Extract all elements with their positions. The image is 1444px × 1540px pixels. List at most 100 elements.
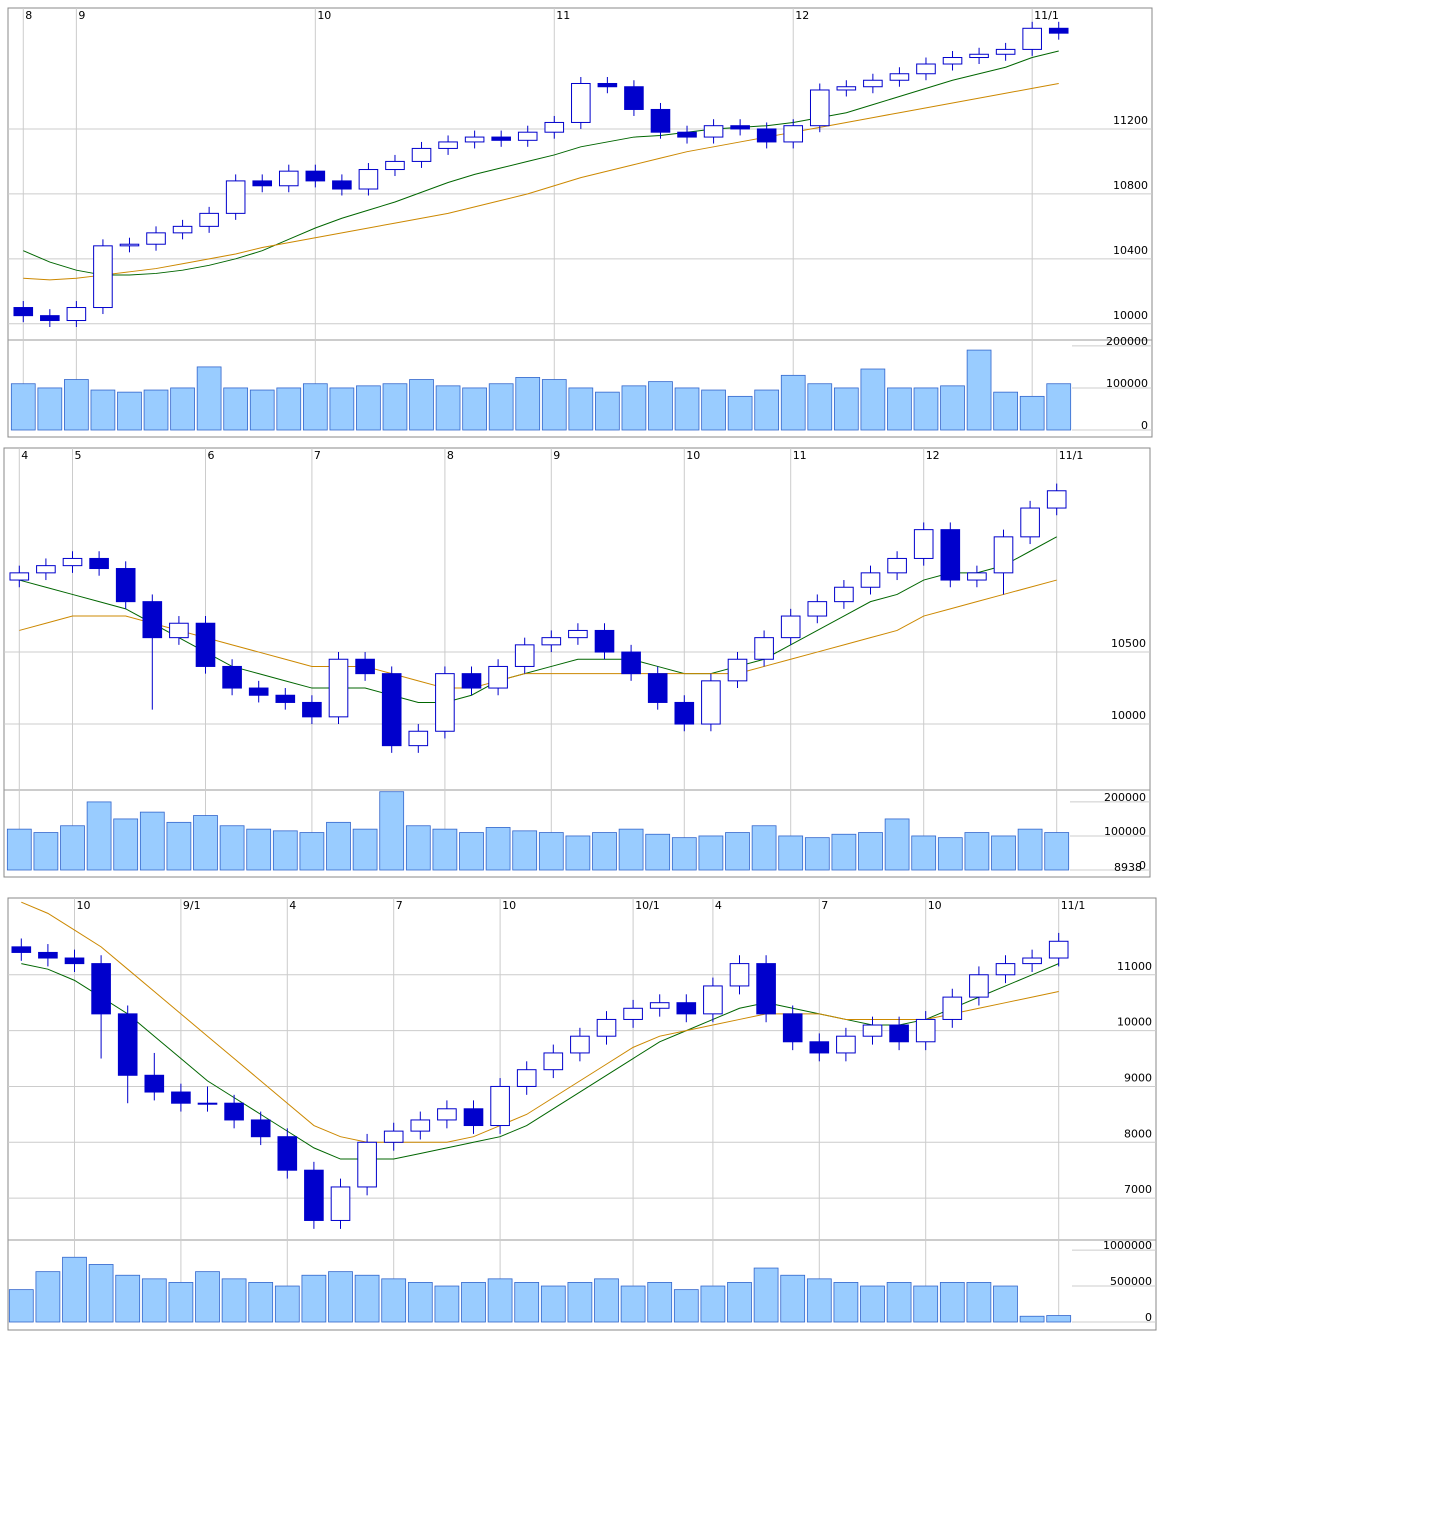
volume-bar: [196, 366, 222, 431]
volume-bar: [193, 815, 218, 871]
volume-bar: [459, 832, 484, 871]
volume-bar: [937, 837, 963, 871]
x-tick-label: 11/1: [1059, 449, 1084, 462]
candle-body: [727, 658, 748, 682]
candle-body: [756, 128, 777, 143]
volume-bar: [538, 832, 564, 871]
candle-body: [570, 1035, 590, 1054]
volume-bar: [565, 835, 591, 871]
volume-bar: [940, 385, 965, 431]
candle-body: [969, 53, 989, 59]
volume-bar: [352, 828, 378, 871]
volume-tick-label: 0: [1139, 859, 1146, 872]
moving-average: [23, 82, 1059, 281]
volume-bar: [221, 1278, 247, 1323]
volume-bar: [329, 387, 355, 431]
x-tick-label: 9/1: [183, 899, 201, 912]
candle-body: [144, 1074, 165, 1093]
volume-bar: [939, 1282, 965, 1323]
volume-bar: [381, 1278, 407, 1323]
volume-bar: [780, 1274, 806, 1323]
volume-bar: [1046, 383, 1072, 431]
candle-body: [754, 637, 774, 660]
volume-bar: [488, 383, 514, 431]
candle-body: [490, 1085, 510, 1127]
candle-body: [834, 586, 854, 603]
volume-bar: [751, 825, 777, 871]
candle-body: [250, 1119, 271, 1138]
candle-body: [677, 131, 697, 138]
chart-frame: [7, 7, 1153, 438]
candle-body: [967, 572, 987, 581]
volume-tick-label: 200000: [1106, 335, 1148, 348]
y-tick-label: 10500: [1111, 637, 1146, 650]
volume-bar: [913, 387, 939, 431]
volume-bar: [886, 1282, 912, 1323]
volume-bar: [595, 391, 620, 431]
x-tick-label: 7: [396, 899, 403, 912]
volume-bar: [113, 818, 139, 871]
candle-body: [115, 568, 136, 603]
volume-bar: [993, 1285, 1018, 1323]
volume-bar: [673, 1289, 699, 1323]
candle-body: [807, 601, 828, 617]
x-tick-label: 11/1: [1061, 899, 1086, 912]
candle-body: [461, 673, 482, 689]
volume-bar: [326, 821, 351, 871]
candle-body: [541, 637, 562, 646]
candle-body: [703, 125, 724, 138]
x-tick-label: 8: [447, 449, 454, 462]
candle-body: [674, 701, 695, 725]
moving-average: [23, 50, 1059, 276]
volume-bar: [833, 387, 859, 431]
candle-body: [647, 673, 668, 703]
candle-body: [676, 1002, 697, 1015]
x-tick-label: 10: [77, 899, 91, 912]
candle-body: [408, 730, 429, 747]
volume-bar: [1044, 832, 1070, 871]
candle-body: [623, 1007, 643, 1020]
y-tick-label: 10800: [1113, 179, 1148, 192]
volume-bar: [618, 828, 644, 871]
x-tick-label: 7: [314, 449, 321, 462]
x-tick-label: 4: [21, 449, 28, 462]
candle-body: [410, 1119, 431, 1132]
volume-bar: [435, 385, 461, 431]
annotation: 8938: [1114, 861, 1142, 874]
candle-body: [355, 658, 375, 675]
volume-bar: [807, 383, 833, 431]
candle-body: [169, 622, 189, 639]
candle-body: [594, 629, 615, 653]
volume-bar: [166, 821, 192, 871]
volume-bar: [620, 1285, 646, 1323]
volume-bar: [379, 791, 405, 871]
x-tick-label: 10: [928, 899, 942, 912]
candle-body: [385, 160, 405, 171]
candle-body: [1022, 957, 1042, 965]
x-tick-label: 9: [78, 9, 85, 22]
candle-body: [889, 1024, 909, 1043]
candle-body: [836, 86, 857, 91]
x-tick-label: 12: [795, 9, 809, 22]
candle-body: [275, 694, 296, 703]
candle-body: [942, 57, 963, 65]
candle-body: [9, 572, 30, 581]
volume-bar: [540, 1285, 566, 1323]
candle-body: [358, 169, 379, 190]
candle-body: [995, 963, 1016, 976]
candle-body: [197, 1102, 218, 1105]
volume-bar: [143, 389, 169, 431]
volume-bar: [35, 1271, 61, 1323]
volume-bar: [328, 1271, 353, 1323]
candle-body: [597, 82, 618, 88]
candle-body: [119, 243, 140, 247]
volume-tick-label: 0: [1145, 1311, 1152, 1324]
candle-body: [889, 73, 910, 81]
chart-frame: [3, 447, 1151, 878]
candle-body: [516, 1069, 537, 1087]
volume-bar: [354, 1274, 380, 1323]
x-tick-label: 6: [208, 449, 215, 462]
volume-bar: [754, 389, 780, 431]
candle-body: [464, 136, 485, 143]
x-tick-label: 7: [821, 899, 828, 912]
